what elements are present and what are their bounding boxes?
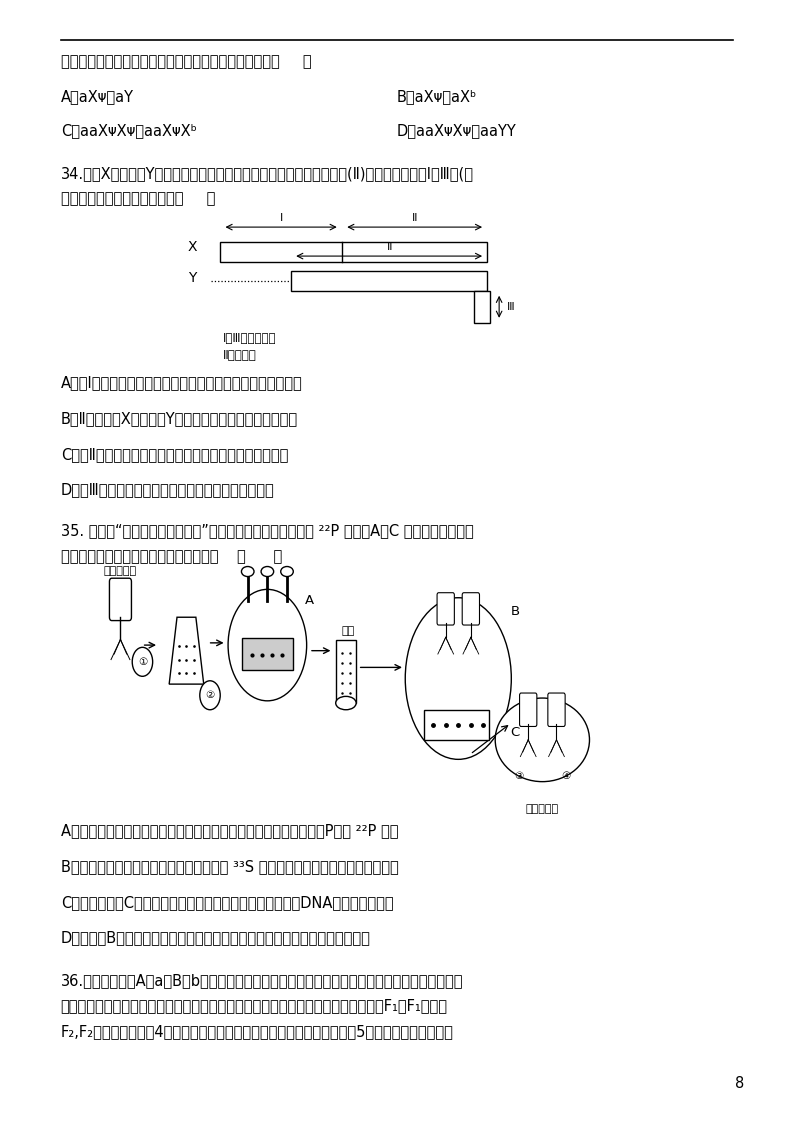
Text: 图所示）。下列叙述错误的是（     ）: 图所示）。下列叙述错误的是（ ） bbox=[60, 191, 215, 207]
Text: Ⅲ: Ⅲ bbox=[507, 302, 515, 312]
Text: ③: ③ bbox=[515, 770, 523, 780]
Ellipse shape bbox=[336, 696, 357, 710]
Text: 8: 8 bbox=[734, 1077, 744, 1092]
Text: 病患者正常情况下产生的次级卵母细胞的基因型可能是（     ）: 病患者正常情况下产生的次级卵母细胞的基因型可能是（ ） bbox=[60, 54, 311, 70]
FancyBboxPatch shape bbox=[548, 693, 565, 727]
Text: D．aaXᴪXᴪ或aaYY: D．aaXᴪXᴪ或aaYY bbox=[397, 124, 517, 138]
Text: A．图中锥形瓶内的培养液是用来培养大肠杆菌的，其营养成分中的P应含 ²²P 标记: A．图中锥形瓶内的培养液是用来培养大肠杆菌的，其营养成分中的P应含 ²²P 标记 bbox=[60, 823, 399, 839]
Text: X: X bbox=[187, 240, 197, 254]
Text: A: A bbox=[305, 594, 314, 608]
Ellipse shape bbox=[228, 590, 306, 701]
Text: 离心: 离心 bbox=[341, 627, 355, 637]
Text: C．图中若只有C中含大量放射性，可直接证明的是噬菌体的DNA侵入了大肠杆菌: C．图中若只有C中含大量放射性，可直接证明的是噬菌体的DNA侵入了大肠杆菌 bbox=[60, 895, 393, 910]
Ellipse shape bbox=[495, 699, 589, 782]
Text: 36.某植物花色受A、a和B、b两对等位基因控制。当不存在显性基因时，花色为白色，当存在显性: 36.某植物花色受A、a和B、b两对等位基因控制。当不存在显性基因时，花色为白色… bbox=[60, 973, 463, 988]
Text: B．Ⅱ片段上，X染色体与Y染色体上可能有相应的等位基因: B．Ⅱ片段上，X染色体与Y染色体上可能有相应的等位基因 bbox=[60, 411, 298, 426]
Circle shape bbox=[200, 681, 220, 710]
Text: A．由Ⅰ片段上某隐性基因控制的遗传病，男性患病率高于女性: A．由Ⅰ片段上某隐性基因控制的遗传病，男性患病率高于女性 bbox=[60, 375, 303, 391]
Text: B．aXᴪ或aXᵇ: B．aXᴪ或aXᵇ bbox=[397, 89, 477, 104]
Text: B．若要达到实验目的，还要再设计一组用 ³³S 标记噬菌进行的实验，两组相互对照: B．若要达到实验目的，还要再设计一组用 ³³S 标记噬菌进行的实验，两组相互对照 bbox=[60, 859, 399, 874]
Polygon shape bbox=[169, 618, 204, 684]
Ellipse shape bbox=[241, 566, 254, 576]
Text: F₂,F₂中有白花植株和4种红花植株，按红色由深至浅再到白的顺序统计出5种类型植株数量比例为: F₂,F₂中有白花植株和4种红花植株，按红色由深至浅再到白的顺序统计出5种类型植… bbox=[60, 1024, 453, 1039]
Bar bbox=[474, 291, 490, 323]
Text: 亲代噬菌体: 亲代噬菌体 bbox=[104, 566, 137, 576]
Text: C: C bbox=[511, 725, 519, 739]
FancyBboxPatch shape bbox=[519, 693, 537, 727]
Text: C．aaXᴪXᴪ或aaXᴪXᵇ: C．aaXᴪXᴪ或aaXᴪXᵇ bbox=[60, 124, 197, 138]
Ellipse shape bbox=[281, 566, 293, 576]
Ellipse shape bbox=[405, 597, 511, 759]
Text: Ⅱ: Ⅱ bbox=[387, 241, 392, 252]
Text: Ⅰ、Ⅲ非同源区段: Ⅰ、Ⅲ非同源区段 bbox=[222, 332, 276, 345]
Text: D．实验中B对应部分有少量放射性，可能原因是实验时间过长，部分细菌裂解: D．实验中B对应部分有少量放射性，可能原因是实验时间过长，部分细菌裂解 bbox=[60, 931, 371, 946]
Text: ②: ② bbox=[206, 691, 214, 701]
Bar bbox=[291, 271, 488, 291]
Bar bbox=[336, 639, 357, 703]
Text: 35. 下图是“噬菌体侵染大肠杆菌”实验，其中亲代噬菌体已用 ²²P 标记，A、C 中的方框代表大肠: 35. 下图是“噬菌体侵染大肠杆菌”实验，其中亲代噬菌体已用 ²²P 标记，A、… bbox=[60, 523, 473, 539]
Text: D．由Ⅲ片段上某基因控制的遗传病，患病者全为男性: D．由Ⅲ片段上某基因控制的遗传病，患病者全为男性 bbox=[60, 483, 275, 497]
Text: Ⅱ: Ⅱ bbox=[412, 212, 418, 222]
Text: 34.人的X染色体和Y染色体大小、形态不完全相同，但存在着同源区段(Ⅱ)和非同源区段（Ⅰ、Ⅲ）(如: 34.人的X染色体和Y染色体大小、形态不完全相同，但存在着同源区段(Ⅱ)和非同源… bbox=[60, 166, 474, 181]
Bar bbox=[242, 638, 293, 669]
Text: 基因时，随显性基因数量的增加，花色红色逐渐加深。现用两株纯合亲本植株杂交得F₁，F₁自交得: 基因时，随显性基因数量的增加，花色红色逐渐加深。现用两株纯合亲本植株杂交得F₁，… bbox=[60, 998, 448, 1013]
FancyBboxPatch shape bbox=[110, 578, 132, 621]
Text: 子代噬菌体: 子代噬菌体 bbox=[526, 804, 559, 814]
Text: A．aXᴪ或aY: A．aXᴪ或aY bbox=[60, 89, 133, 104]
Text: ①: ① bbox=[138, 657, 147, 667]
Text: ④: ④ bbox=[561, 770, 571, 780]
Text: B: B bbox=[511, 605, 519, 618]
Text: Ⅰ: Ⅰ bbox=[279, 212, 283, 222]
Circle shape bbox=[133, 647, 152, 676]
Bar bbox=[425, 710, 489, 740]
Ellipse shape bbox=[261, 566, 274, 576]
Text: Ⅱ同源区段: Ⅱ同源区段 bbox=[222, 348, 256, 362]
Text: Y: Y bbox=[188, 272, 197, 285]
Text: C．由Ⅱ片段上某基因控制的遗传病，男性患病率等于女性: C．由Ⅱ片段上某基因控制的遗传病，男性患病率等于女性 bbox=[60, 447, 288, 462]
Bar bbox=[220, 241, 488, 262]
FancyBboxPatch shape bbox=[462, 593, 480, 626]
FancyBboxPatch shape bbox=[437, 593, 454, 626]
Text: 杆菌。下列关于本实验的叙述不正确的是    （      ）: 杆菌。下列关于本实验的叙述不正确的是 （ ） bbox=[60, 549, 282, 564]
